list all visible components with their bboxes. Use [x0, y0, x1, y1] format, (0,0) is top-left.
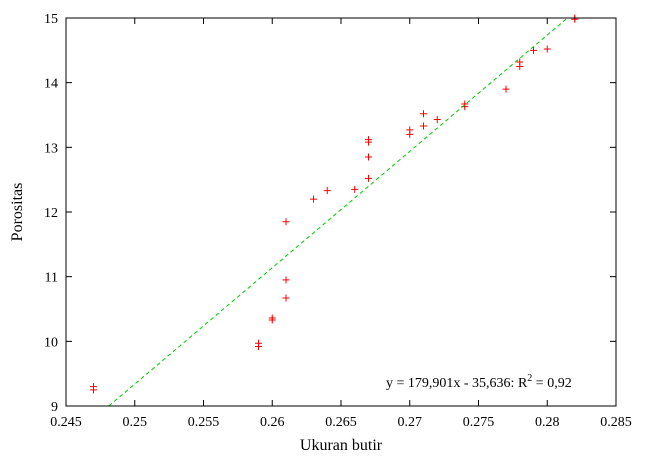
x-tick-label: 0.25 [123, 415, 148, 430]
data-point [461, 100, 469, 108]
data-point [268, 316, 276, 324]
equation-main: y = 179,901x - 35,636: R [386, 376, 528, 391]
y-axis-title: Porositas [9, 183, 26, 242]
y-tick-label: 10 [44, 335, 58, 350]
data-point [282, 276, 290, 284]
data-point [365, 153, 372, 161]
data-point [543, 45, 551, 53]
data-point [406, 126, 414, 134]
data-point [282, 218, 290, 226]
y-tick-label: 11 [45, 271, 58, 286]
data-point [420, 110, 427, 118]
x-tick-label: 0.275 [463, 415, 495, 430]
x-axis-title: Ukuran butir [300, 437, 383, 454]
data-point [282, 294, 290, 302]
x-tick-label: 0.27 [398, 415, 423, 430]
y-tick-label: 13 [44, 141, 58, 156]
trend-line [108, 17, 568, 407]
y-tick-label: 9 [51, 400, 58, 415]
x-tick-label: 0.28 [535, 415, 560, 430]
data-point [502, 85, 510, 93]
equation-superscript: 2 [527, 373, 532, 384]
data-point [516, 58, 524, 66]
regression-equation: y = 179,901x - 35,636: R2 = 0,92 [386, 373, 572, 391]
data-point [90, 386, 97, 394]
y-tick-label: 12 [44, 206, 58, 221]
data-point [323, 187, 331, 195]
data-point [255, 343, 262, 351]
y-tick-label: 14 [44, 77, 58, 92]
plot-frame [65, 17, 617, 407]
data-point [433, 116, 441, 124]
data-point [365, 174, 372, 182]
data-point [420, 122, 427, 130]
data-point [530, 46, 537, 54]
y-tick-label: 15 [44, 12, 58, 27]
data-point [310, 195, 317, 203]
x-tick-label: 0.26 [260, 415, 285, 430]
axis-ticks: 0.245 0.25 0.255 0.26 0.265 0.27 0.275 0.28 0.28… [44, 12, 632, 430]
x-tick-label: 0.255 [188, 415, 220, 430]
data-point [351, 185, 359, 193]
data-points [90, 14, 579, 394]
equation-tail: = 0,92 [532, 376, 571, 391]
x-tick-label: 0.265 [325, 415, 357, 430]
x-tick-label: 0.245 [50, 415, 82, 430]
x-tick-label: 0.285 [600, 415, 632, 430]
data-point [365, 136, 372, 144]
